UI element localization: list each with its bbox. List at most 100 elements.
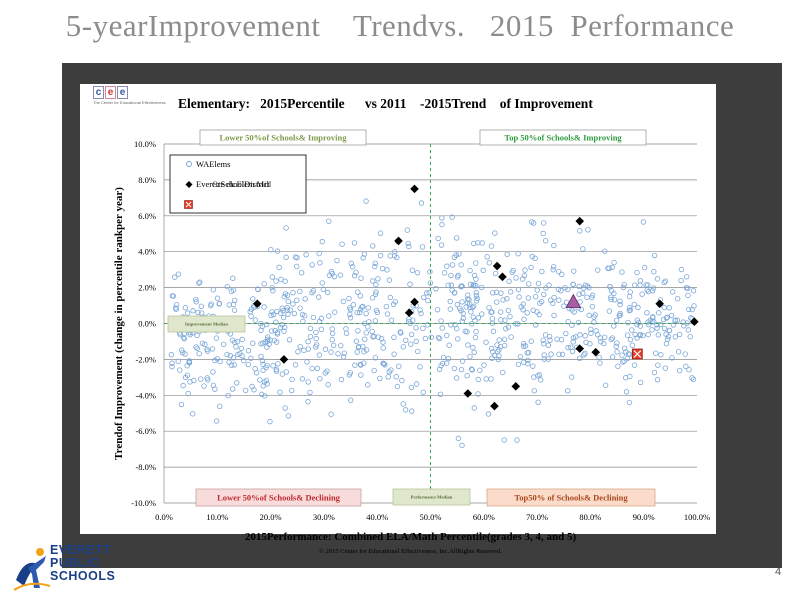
district-school-point <box>404 308 414 318</box>
wa-school-point <box>690 376 697 383</box>
wa-school-point <box>380 339 386 345</box>
wa-school-point <box>264 344 270 350</box>
wa-school-point <box>305 338 311 345</box>
wa-school-point <box>546 282 552 288</box>
wa-school-point <box>559 271 565 278</box>
wa-school-point <box>399 377 405 384</box>
wa-school-point <box>589 292 596 298</box>
district-school-point <box>511 382 521 391</box>
wa-school-point <box>682 351 688 357</box>
wa-school-point <box>520 306 526 313</box>
wa-school-point <box>513 275 519 281</box>
wa-school-point <box>627 304 633 311</box>
wa-school-point <box>598 339 604 345</box>
wa-school-point <box>307 389 313 396</box>
wa-school-point <box>530 363 536 369</box>
district-school-point <box>252 299 262 309</box>
wa-school-point <box>328 349 334 355</box>
wa-school-point <box>539 268 545 275</box>
wa-school-point <box>226 359 232 365</box>
wa-school-point <box>231 362 238 368</box>
wa-school-point <box>405 240 411 247</box>
wa-school-point <box>514 437 520 443</box>
wa-school-point <box>445 282 451 289</box>
wa-school-point <box>283 254 289 260</box>
wa-school-point <box>425 297 431 304</box>
wa-school-point <box>473 289 479 296</box>
wa-school-point <box>338 376 345 383</box>
wa-school-point <box>536 372 543 378</box>
wa-school-point <box>490 328 497 334</box>
wa-school-point <box>196 280 202 286</box>
wa-school-point <box>373 289 379 295</box>
wa-school-point <box>407 281 413 287</box>
wa-school-point <box>658 352 664 358</box>
wa-school-point <box>464 300 471 306</box>
wa-school-point <box>469 321 475 327</box>
wa-school-point <box>507 289 514 295</box>
wa-school-point <box>434 306 441 313</box>
wa-school-point <box>526 281 532 287</box>
wa-school-point <box>190 411 196 417</box>
wa-school-point <box>355 328 361 334</box>
wa-school-point <box>204 375 210 381</box>
wa-school-point <box>300 318 306 325</box>
wa-school-point <box>454 301 461 308</box>
wa-school-point <box>686 306 692 313</box>
wa-school-point <box>611 259 617 266</box>
wa-school-point <box>634 269 640 276</box>
wa-school-point <box>629 342 636 349</box>
wa-school-point <box>186 360 193 366</box>
wa-school-point <box>347 306 354 313</box>
wa-school-point <box>575 319 582 326</box>
wa-school-point <box>229 386 236 392</box>
wa-school-point <box>182 305 189 311</box>
wa-school-point <box>674 296 681 302</box>
wa-school-point <box>458 262 464 268</box>
eps-star-icon <box>36 548 44 556</box>
wa-school-point <box>475 240 481 246</box>
wa-school-point <box>371 367 377 374</box>
wa-school-point <box>471 283 477 289</box>
wa-school-point <box>588 326 594 332</box>
wa-school-point <box>654 377 661 383</box>
wa-school-point <box>464 373 470 379</box>
wa-school-point <box>305 379 311 385</box>
wa-school-point <box>285 413 292 419</box>
wa-school-point <box>209 346 216 352</box>
wa-school-point <box>448 322 454 328</box>
copyright-text: © 2015 Center for Educational Effectiven… <box>319 548 502 555</box>
wa-school-point <box>400 401 406 407</box>
wa-school-point <box>644 310 650 316</box>
wa-school-point <box>608 294 614 300</box>
wa-school-point <box>662 278 669 284</box>
wa-school-point <box>496 347 502 353</box>
wa-school-point <box>666 327 673 334</box>
wa-school-point <box>580 290 586 297</box>
wa-school-point <box>649 327 655 333</box>
wa-school-point <box>678 266 685 273</box>
wa-school-point <box>393 374 399 380</box>
eps-wordmark: EVERETT PUBLIC SCHOOLS <box>50 544 115 583</box>
wa-school-point <box>378 336 385 342</box>
wa-school-point <box>201 383 207 389</box>
wa-school-point <box>409 408 415 414</box>
wa-school-point <box>319 280 325 286</box>
wa-school-point <box>406 243 412 250</box>
wa-school-point <box>245 361 251 368</box>
district-school-point <box>490 401 499 411</box>
wa-school-point <box>171 274 178 280</box>
wa-school-point <box>380 360 386 367</box>
wa-school-point <box>467 353 473 360</box>
quadrant-label-bottom-left-box <box>195 488 362 507</box>
district-school-point <box>279 355 289 364</box>
wa-school-point <box>190 308 196 314</box>
wa-school-point <box>297 343 303 350</box>
quadrant-label-bottom-left: Lower 50%of Schools& Declining <box>217 492 341 502</box>
wa-school-point <box>317 260 323 266</box>
wa-school-point <box>489 345 495 352</box>
wa-school-point <box>645 331 651 338</box>
wa-school-point <box>471 349 477 355</box>
wa-school-point <box>353 269 359 276</box>
wa-school-point <box>268 246 274 253</box>
